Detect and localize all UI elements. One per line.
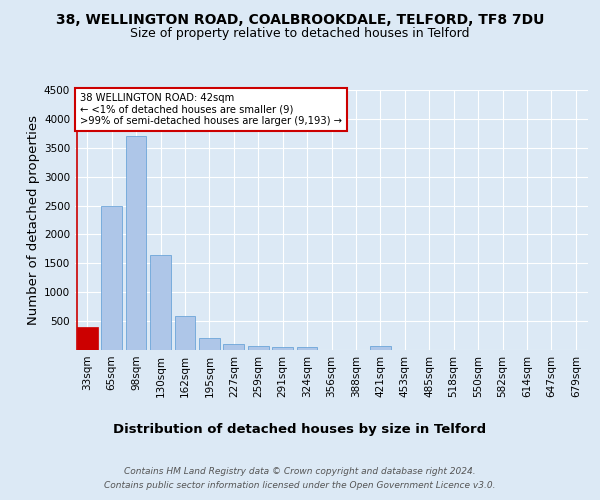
Y-axis label: Number of detached properties: Number of detached properties [27, 115, 40, 325]
Text: Contains HM Land Registry data © Crown copyright and database right 2024.: Contains HM Land Registry data © Crown c… [124, 468, 476, 476]
Bar [248, 346, 269, 350]
Bar [370, 346, 391, 350]
Bar [150, 255, 171, 350]
Text: Contains public sector information licensed under the Open Government Licence v3: Contains public sector information licen… [104, 481, 496, 490]
Bar [272, 347, 293, 350]
Text: 38 WELLINGTON ROAD: 42sqm
← <1% of detached houses are smaller (9)
>99% of semi-: 38 WELLINGTON ROAD: 42sqm ← <1% of detac… [80, 92, 342, 126]
Bar [125, 136, 146, 350]
Text: Size of property relative to detached houses in Telford: Size of property relative to detached ho… [130, 28, 470, 40]
Bar [77, 328, 98, 350]
Bar [101, 206, 122, 350]
Bar [199, 338, 220, 350]
Bar [175, 316, 196, 350]
Text: 38, WELLINGTON ROAD, COALBROOKDALE, TELFORD, TF8 7DU: 38, WELLINGTON ROAD, COALBROOKDALE, TELF… [56, 12, 544, 26]
Bar [296, 347, 317, 350]
Bar [223, 344, 244, 350]
Text: Distribution of detached houses by size in Telford: Distribution of detached houses by size … [113, 422, 487, 436]
